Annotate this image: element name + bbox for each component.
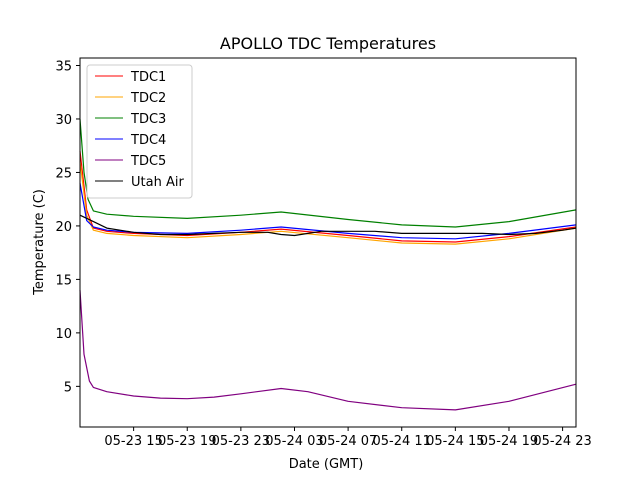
legend-label: TDC4 — [130, 133, 166, 148]
x-tick-label: 05-23 19 — [158, 434, 216, 449]
series-line-tdc2 — [79, 161, 577, 245]
chart-title: APOLLO TDC Temperatures — [220, 34, 436, 53]
y-axis-label: Temperature (C) — [32, 189, 47, 296]
y-tick-label: 25 — [55, 166, 72, 181]
x-tick-label: 05-24 03 — [265, 434, 323, 449]
legend-label: Utah Air — [131, 175, 184, 190]
legend-box — [86, 64, 193, 199]
series-line-tdc5 — [79, 290, 577, 411]
legend-label: TDC2 — [130, 91, 166, 106]
y-tick-label: 15 — [55, 273, 72, 288]
y-tick-label: 20 — [55, 220, 72, 235]
legend-label: TDC3 — [130, 112, 166, 127]
y-tick-label: 5 — [64, 380, 72, 395]
series-lines — [79, 118, 577, 411]
y-tick-label: 30 — [55, 113, 72, 128]
series-line-tdc3 — [79, 118, 577, 228]
y-tick-label: 10 — [55, 327, 72, 342]
y-tick-label: 35 — [55, 59, 72, 74]
plot-frame — [79, 57, 577, 428]
x-tick-label: 05-24 23 — [533, 434, 591, 449]
series-line-tdc4 — [79, 182, 577, 240]
x-tick-label: 05-24 11 — [373, 434, 431, 449]
x-tick-label: 05-23 15 — [104, 434, 162, 449]
legend: TDC1 TDC2 TDC3 TDC4 TDC5 Utah Air — [86, 64, 193, 199]
x-tick-label: 05-24 07 — [319, 434, 377, 449]
series-line-utah-air — [79, 214, 577, 237]
x-tick-label: 05-24 19 — [480, 434, 538, 449]
legend-label: TDC1 — [130, 70, 166, 85]
legend-label: TDC5 — [130, 154, 166, 169]
x-axis-label: Date (GMT) — [289, 457, 364, 472]
x-tick-label: 05-23 23 — [212, 434, 270, 449]
x-tick-label: 05-24 15 — [426, 434, 484, 449]
